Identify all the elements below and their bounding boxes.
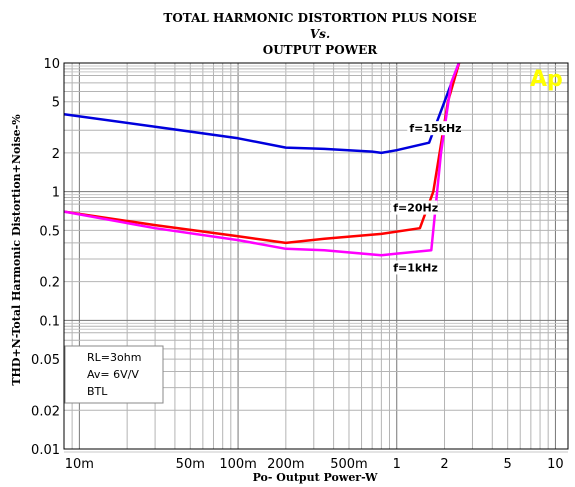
chart-title-vs: Vs.	[310, 27, 330, 41]
x-axis-label: Po- Output Power-W	[253, 471, 379, 484]
x-tick-label: 100m	[219, 457, 256, 472]
annotation-bg	[391, 260, 438, 275]
y-tick-label: 0.2	[39, 276, 60, 291]
y-tick-label: 1	[52, 186, 60, 201]
plot-frame	[63, 62, 569, 450]
legend-line: Av= 6V/V	[87, 368, 139, 381]
series-line-1	[64, 63, 461, 245]
y-tick-label: 0.05	[31, 353, 60, 368]
series-annotations: f=15kHz f=20Hz f=1kHz	[391, 121, 462, 275]
annotation-label-2: f=1kHz	[393, 261, 438, 274]
x-tick-label: 2	[440, 457, 448, 472]
x-tick-label: 1	[393, 457, 401, 472]
legend-box: RL=3ohm Av= 6V/V BTL	[64, 345, 164, 404]
series-layer	[64, 63, 461, 257]
x-tick-label: 200m	[267, 457, 304, 472]
annotation-bg	[391, 200, 438, 215]
x-tick-label: 10	[547, 457, 564, 472]
x-tick-label: 10m	[65, 457, 94, 472]
y-tick-label: 0.02	[31, 404, 60, 419]
chart-subtitle: OUTPUT POWER	[263, 43, 379, 57]
legend-line: BTL	[87, 385, 108, 398]
x-tick-label: 50m	[176, 457, 205, 472]
y-tick-label: 2	[52, 147, 60, 162]
y-tick-label: 5	[52, 96, 60, 111]
y-tick-labels: 0.01 0.02 0.05 0.1 0.2 0.5 1 2 5 10	[31, 57, 60, 458]
y-tick-label: 0.5	[39, 224, 60, 239]
legend-line: RL=3ohm	[87, 351, 141, 364]
ap-logo: Ap	[530, 67, 563, 92]
y-tick-label: 0.1	[39, 314, 60, 329]
annotation-bg	[407, 121, 461, 136]
x-tick-label: 5	[504, 457, 512, 472]
x-tick-labels: 10m 50m 100m 200m 500m 1 2 5 10	[65, 457, 564, 472]
y-tick-label: 0.01	[31, 443, 60, 458]
series-line-0	[64, 63, 461, 155]
y-tick-label: 10	[43, 57, 60, 72]
series-line-2	[64, 63, 461, 257]
annotation-label-0: f=15kHz	[409, 122, 461, 135]
legend-box-bg	[64, 345, 164, 404]
chart-title: TOTAL HARMONIC DISTORTION PLUS NOISE	[163, 11, 476, 25]
x-tick-label: 500m	[330, 457, 367, 472]
grid	[63, 62, 568, 453]
y-axis-label: THD+N-Total Harmonic Distortion+Noise-%	[10, 114, 23, 386]
annotation-label-1: f=20Hz	[393, 202, 438, 215]
